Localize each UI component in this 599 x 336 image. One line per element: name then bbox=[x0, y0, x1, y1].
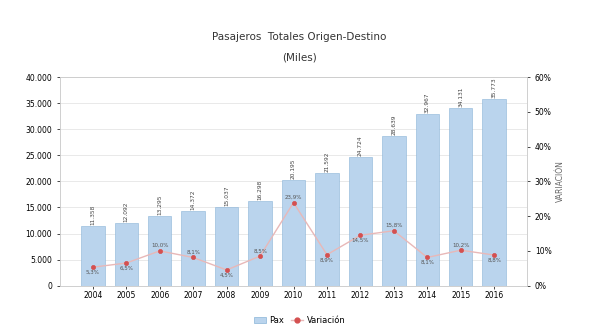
Bar bbox=[114, 223, 138, 286]
Text: 28.639: 28.639 bbox=[391, 115, 397, 135]
Text: 15,8%: 15,8% bbox=[385, 223, 403, 228]
Bar bbox=[81, 226, 105, 286]
Text: 23,9%: 23,9% bbox=[285, 195, 302, 200]
Legend: Pax, Variación: Pax, Variación bbox=[250, 313, 349, 329]
Text: 12.092: 12.092 bbox=[124, 201, 129, 221]
Text: 21.592: 21.592 bbox=[325, 152, 329, 172]
Text: 15.037: 15.037 bbox=[224, 186, 229, 206]
Bar bbox=[148, 216, 171, 286]
Text: 34.131: 34.131 bbox=[458, 86, 463, 107]
Text: 14,5%: 14,5% bbox=[352, 238, 369, 243]
Text: 16.298: 16.298 bbox=[258, 179, 262, 200]
Text: 4,5%: 4,5% bbox=[220, 273, 234, 278]
Bar bbox=[249, 201, 272, 286]
Bar bbox=[282, 180, 305, 286]
Text: 8,8%: 8,8% bbox=[487, 258, 501, 263]
Bar bbox=[416, 114, 439, 286]
Text: 8,1%: 8,1% bbox=[420, 260, 434, 265]
Text: 20.195: 20.195 bbox=[291, 159, 296, 179]
Text: 10,2%: 10,2% bbox=[452, 242, 470, 247]
Bar bbox=[215, 207, 238, 286]
Text: 10,0%: 10,0% bbox=[151, 243, 168, 248]
Y-axis label: VARIACIÓN: VARIACIÓN bbox=[556, 161, 565, 202]
Text: 8,1%: 8,1% bbox=[186, 250, 200, 255]
Text: (Miles): (Miles) bbox=[282, 52, 317, 62]
Text: 35.773: 35.773 bbox=[492, 78, 497, 98]
Bar bbox=[315, 173, 338, 286]
Text: 13.295: 13.295 bbox=[157, 195, 162, 215]
Text: 5,3%: 5,3% bbox=[86, 270, 100, 275]
Text: Pasajeros  Totales Origen-Destino: Pasajeros Totales Origen-Destino bbox=[212, 32, 387, 42]
Bar bbox=[382, 136, 406, 286]
Text: 8,5%: 8,5% bbox=[253, 248, 267, 253]
Text: 6,5%: 6,5% bbox=[119, 266, 133, 271]
Bar bbox=[349, 157, 372, 286]
Text: 24.724: 24.724 bbox=[358, 135, 363, 156]
Bar bbox=[449, 108, 473, 286]
Text: 32.967: 32.967 bbox=[425, 92, 430, 113]
Text: 8,9%: 8,9% bbox=[320, 257, 334, 262]
Text: 14.372: 14.372 bbox=[190, 189, 196, 210]
Bar bbox=[181, 211, 205, 286]
Text: 11.358: 11.358 bbox=[90, 205, 95, 225]
Bar bbox=[482, 99, 506, 286]
